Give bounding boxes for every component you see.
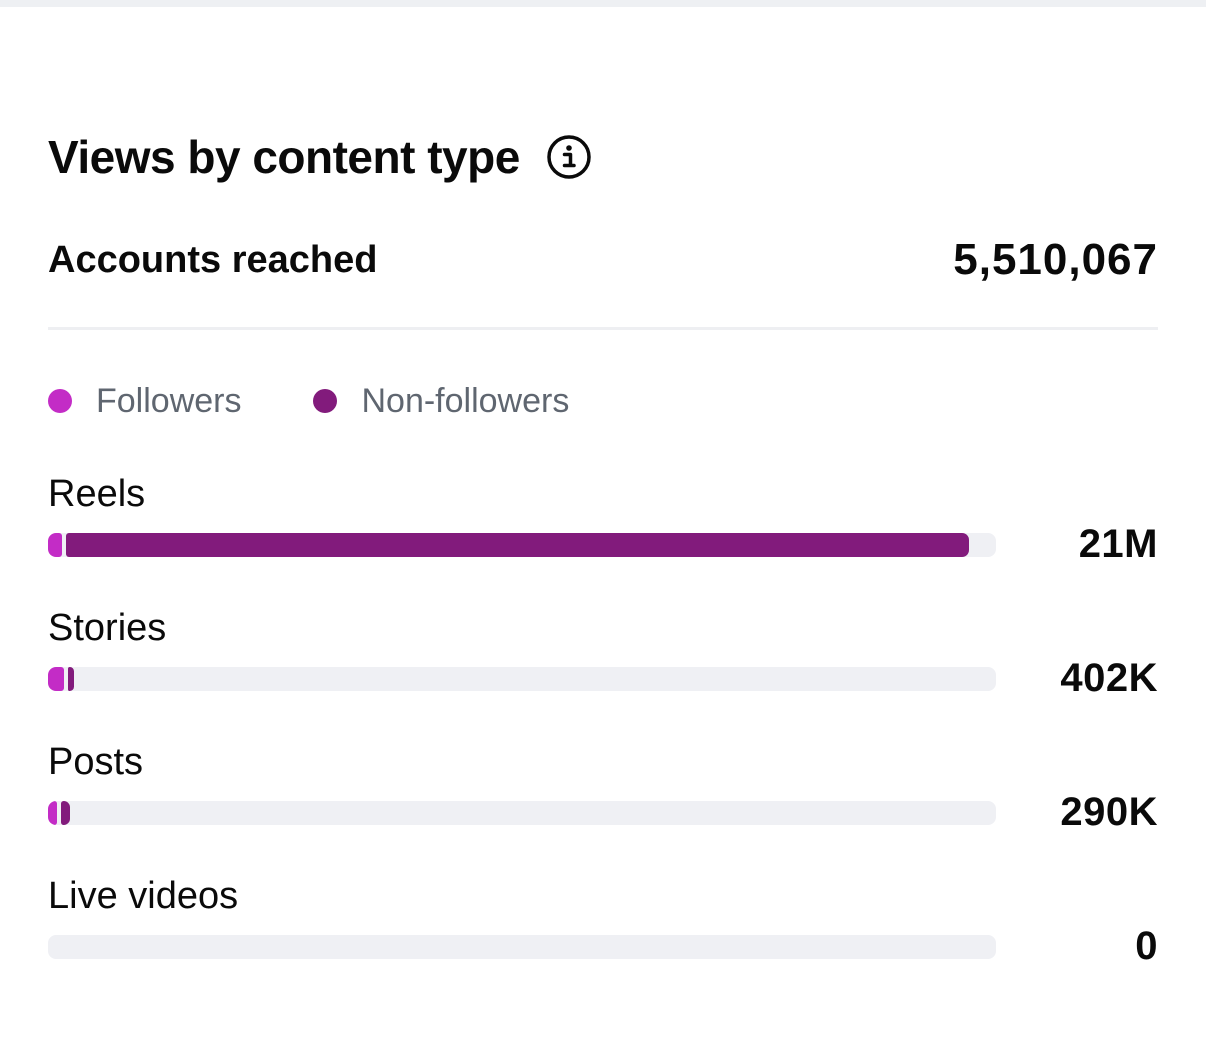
- followers-dot-icon: [48, 389, 72, 413]
- content-type-label: Live videos: [48, 875, 239, 917]
- bar-track: [48, 801, 996, 825]
- non-followers-bar-segment: [68, 667, 74, 691]
- content-type-label: Reels: [48, 473, 146, 515]
- non-followers-bar-segment: [61, 801, 70, 825]
- content-type-value: 0: [1135, 924, 1158, 968]
- bar-container: [48, 533, 1158, 557]
- non-followers-bar-segment: [66, 533, 969, 557]
- followers-bar-segment: [48, 801, 57, 825]
- views-by-content-type-card: Views by content type Accounts reached 5…: [48, 120, 1158, 1008]
- bar-container: [48, 801, 1158, 825]
- accounts-reached-label: Accounts reached: [48, 238, 378, 281]
- bar-container: [48, 935, 1158, 959]
- legend: Followers Non-followers: [48, 382, 1158, 420]
- legend-label-followers: Followers: [96, 381, 242, 420]
- content-type-row-stories: Stories 402K: [48, 606, 1158, 740]
- accounts-reached-row: Accounts reached 5,510,067: [48, 235, 1158, 284]
- content-type-list: Reels 21M Stories 402K Posts: [48, 472, 1158, 1008]
- followers-bar-segment: [48, 533, 62, 557]
- legend-item-followers: Followers: [48, 382, 241, 421]
- content-type-value: 290K: [1060, 790, 1158, 834]
- content-type-row-posts: Posts 290K: [48, 740, 1158, 874]
- bar-track: [48, 935, 996, 959]
- bar-track: [48, 533, 996, 557]
- content-type-label: Stories: [48, 607, 167, 649]
- accounts-reached-value: 5,510,067: [953, 235, 1158, 284]
- legend-label-non-followers: Non-followers: [361, 381, 570, 420]
- card-title: Views by content type: [48, 131, 520, 183]
- card-header: Views by content type: [48, 120, 1158, 194]
- info-icon[interactable]: [546, 134, 592, 180]
- divider: [48, 327, 1158, 330]
- followers-bar-segment: [48, 667, 64, 691]
- top-divider-strip: [0, 0, 1206, 7]
- legend-item-non-followers: Non-followers: [313, 382, 569, 421]
- content-type-value: 402K: [1060, 656, 1158, 700]
- bar-container: [48, 667, 1158, 691]
- content-type-label: Posts: [48, 741, 144, 783]
- content-type-row-live-videos: Live videos 0: [48, 874, 1158, 1008]
- content-type-row-reels: Reels 21M: [48, 472, 1158, 606]
- bar-track: [48, 667, 996, 691]
- non-followers-dot-icon: [313, 389, 338, 413]
- info-icon-graphic: [547, 135, 591, 179]
- content-type-value: 21M: [1078, 522, 1158, 566]
